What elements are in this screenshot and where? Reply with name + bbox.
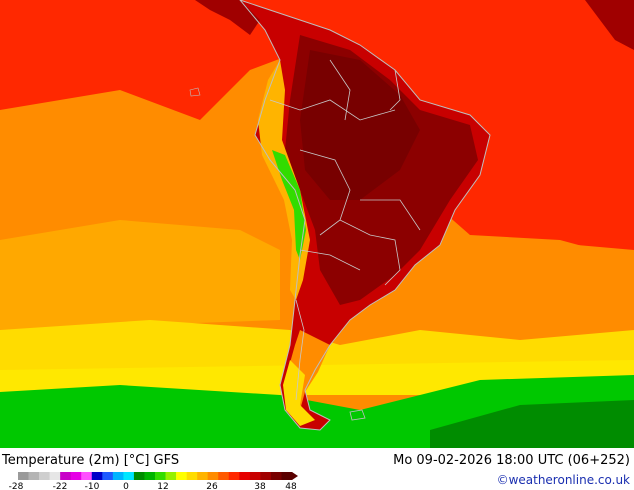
legend-swatch — [260, 472, 272, 480]
legend-tick-label: -22 — [53, 482, 68, 490]
legend-swatch — [207, 472, 219, 480]
legend-swatch — [176, 472, 187, 480]
legend-swatch — [39, 472, 50, 480]
legend-swatch — [28, 472, 40, 480]
legend-tick-label: 26 — [206, 482, 218, 490]
color-legend: -28 -22 -10 0 12 26 38 48 — [9, 472, 298, 490]
legend-swatch — [270, 472, 282, 480]
legend-tick-label: -10 — [85, 482, 100, 490]
legend-swatch — [70, 472, 82, 480]
legend-swatch — [18, 472, 29, 480]
patagonia-yellow — [283, 360, 315, 426]
amazon-dark — [300, 50, 420, 200]
legend-tick-label: 48 — [285, 482, 297, 490]
credit-link[interactable]: ©weatheronline.co.uk — [496, 473, 630, 487]
coastline — [239, 0, 491, 431]
valid-datetime: Mo 09-02-2026 18:00 UTC (06+252) — [393, 453, 630, 468]
legend-swatch — [186, 472, 198, 480]
legend-swatch — [155, 472, 166, 480]
footer: Temperature (2m) [°C] GFS Mo 09-02-2026 … — [0, 448, 634, 490]
legend-swatches — [18, 472, 298, 480]
map-title: Temperature (2m) [°C] GFS — [2, 453, 180, 468]
temperature-map — [0, 0, 634, 448]
falklands — [349, 409, 366, 421]
dark-green-band — [430, 400, 634, 448]
legend-tick-label: 12 — [157, 482, 168, 490]
legend-swatch — [49, 472, 61, 480]
island-galapagos — [189, 87, 201, 97]
legend-swatch — [239, 472, 251, 480]
legend-swatch — [218, 472, 230, 480]
legend-swatch — [281, 472, 293, 480]
legend-swatch — [81, 472, 93, 480]
legend-swatch — [60, 472, 71, 480]
legend-arrow — [292, 472, 298, 480]
legend-swatch — [112, 472, 124, 480]
legend-tick-label: -28 — [9, 482, 24, 490]
country-borders — [269, 59, 421, 401]
africa-tip — [585, 0, 634, 50]
legend-swatch — [102, 472, 114, 480]
legend-swatch — [144, 472, 156, 480]
legend-ticks: -28 -22 -10 0 12 26 38 48 — [9, 482, 297, 490]
legend-swatch — [133, 472, 145, 480]
pacific-light-orange — [0, 220, 280, 330]
central-america — [195, 0, 260, 35]
legend-swatch — [165, 472, 177, 480]
legend-swatch — [228, 472, 240, 480]
legend-tick-label: 38 — [254, 482, 266, 490]
legend-swatch — [249, 472, 261, 480]
andes-green — [272, 150, 306, 260]
legend-swatch — [91, 472, 103, 480]
legend-tick-label: 0 — [123, 482, 129, 490]
atlantic-orange — [430, 240, 634, 350]
north-red-ocean-left — [0, 0, 250, 95]
legend-swatch — [197, 472, 208, 480]
legend-swatch — [123, 472, 135, 480]
